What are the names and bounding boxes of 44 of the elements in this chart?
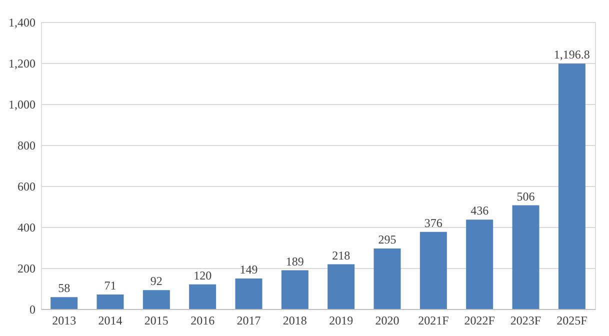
data-label: 436: [470, 204, 489, 218]
data-label: 218: [332, 248, 350, 262]
data-label: 58: [58, 281, 70, 296]
x-tick-label: 2014: [98, 314, 122, 328]
bar: [374, 248, 401, 309]
y-tick-label: 1,000: [8, 98, 36, 112]
data-label: 189: [286, 254, 304, 268]
bar: [96, 294, 124, 309]
data-label: 1,196.8: [554, 48, 590, 62]
y-tick-label: 200: [18, 262, 36, 276]
bar: [281, 270, 308, 309]
x-tick-label: 2020: [375, 314, 400, 328]
bar: [142, 290, 170, 309]
x-tick-label: 2019: [329, 314, 354, 328]
y-tick-label: 600: [18, 180, 36, 194]
bar: [235, 278, 262, 309]
x-tick-label: 2025F: [556, 314, 588, 328]
x-tick-label: 2023F: [510, 314, 542, 328]
bar: [558, 64, 586, 309]
x-tick-label: 2021F: [418, 314, 450, 328]
data-label: 71: [104, 278, 116, 292]
data-label: 295: [378, 232, 396, 247]
x-tick-label: 2013: [52, 314, 76, 328]
y-tick-label: 800: [18, 138, 36, 152]
data-label: 120: [194, 268, 212, 282]
y-tick-label: 400: [18, 220, 36, 234]
y-tick-label: 1,200: [8, 56, 36, 70]
bar: [328, 264, 355, 309]
y-tick-label: 0: [30, 302, 36, 316]
bar: [512, 205, 540, 309]
x-tick-label: 2016: [190, 314, 215, 328]
x-tick-label: 2018: [282, 314, 307, 328]
data-label: 149: [240, 262, 258, 276]
bar: [420, 232, 447, 309]
data-label: 92: [150, 274, 162, 288]
x-tick-label: 2015: [144, 314, 168, 328]
bar: [50, 297, 78, 309]
data-label: 506: [516, 189, 535, 204]
y-tick-label: 1,400: [8, 16, 36, 30]
x-tick-label: 2022F: [464, 314, 496, 328]
bar: [466, 220, 494, 309]
bar: [189, 284, 216, 309]
data-label: 376: [424, 216, 442, 230]
x-tick-label: 2017: [236, 314, 261, 328]
